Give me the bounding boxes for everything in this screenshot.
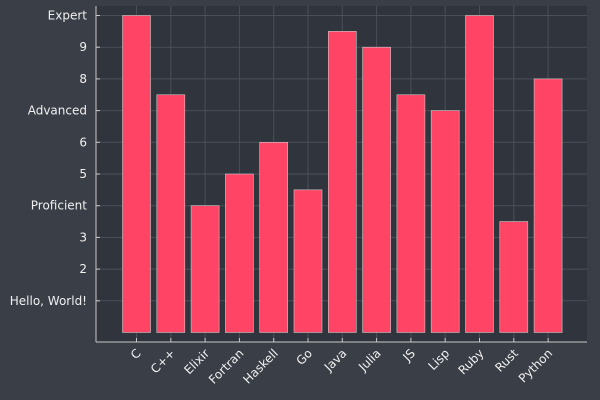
- bar-python: [533, 78, 563, 333]
- x-tick-label: Lisp: [426, 346, 453, 373]
- y-tick-label: 3: [79, 230, 87, 244]
- bar-julia: [362, 46, 391, 333]
- bar-haskell: [259, 142, 289, 333]
- bar-ruby: [465, 15, 494, 333]
- y-tick-label: 2: [79, 262, 87, 276]
- y-tick-label: Proficient: [31, 199, 88, 213]
- x-tick-label: Elixir: [181, 346, 212, 377]
- bar-fortran: [225, 173, 254, 333]
- bars: [122, 15, 563, 333]
- x-tick-label: C: [128, 346, 144, 362]
- y-tick-label: Hello, World!: [10, 294, 87, 308]
- x-tick-label: JS: [400, 346, 418, 364]
- x-tick-label: Java: [321, 346, 350, 375]
- x-tick-label: Fortran: [206, 346, 247, 387]
- bar-elixir: [190, 205, 220, 333]
- x-tick-label: Rust: [492, 346, 521, 375]
- x-tick-label: Python: [516, 346, 555, 385]
- y-tick-label: Expert: [48, 9, 88, 23]
- y-tick-label: Advanced: [28, 104, 87, 118]
- y-axis-ticks: Hello, World! 2 3 Proficient 5 6 Advanced 8 9 Exp…: [10, 9, 100, 308]
- bar-c: [122, 15, 151, 333]
- x-tick-label: Go: [293, 346, 315, 368]
- x-tick-label: Haskell: [240, 346, 280, 386]
- bar-c: [156, 94, 186, 333]
- x-tick-label: Ruby: [455, 346, 486, 377]
- y-tick-label: 8: [79, 72, 87, 86]
- x-tick-label: Julia: [355, 346, 383, 374]
- y-tick-label: 6: [79, 135, 87, 149]
- bar-java: [327, 31, 357, 333]
- x-tick-label: C++: [148, 346, 178, 376]
- bar-go: [293, 189, 323, 333]
- bar-rust: [499, 221, 529, 333]
- y-tick-label: 5: [79, 167, 87, 181]
- bar-lisp: [430, 110, 460, 333]
- y-tick-label: 9: [79, 40, 87, 54]
- bar-js: [396, 94, 426, 333]
